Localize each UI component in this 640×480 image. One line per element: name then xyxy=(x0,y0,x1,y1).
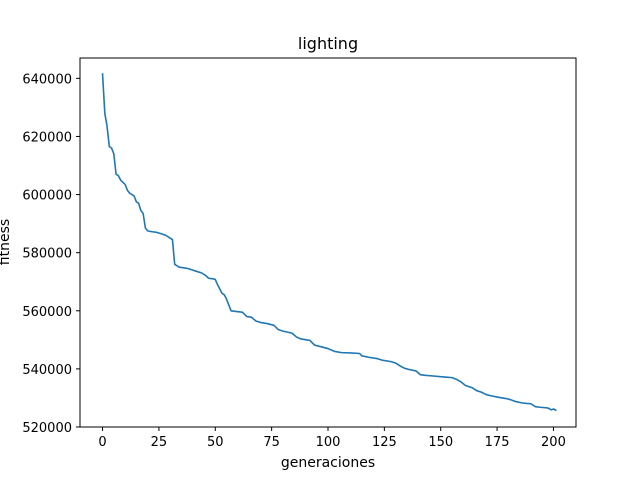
x-tick-label: 25 xyxy=(151,435,168,450)
y-tick-label: 600000 xyxy=(22,189,72,204)
x-tick-label: 150 xyxy=(428,435,453,450)
plot-area: 0 25 50 75 100 125 150 175 200 520000 540000 560000… xyxy=(22,57,577,450)
x-tick-label: 50 xyxy=(207,435,224,450)
chart-title: lighting xyxy=(298,34,358,53)
series-line-0 xyxy=(101,73,557,412)
x-tick-label: 100 xyxy=(316,435,341,450)
y-tick-label: 640000 xyxy=(22,72,72,87)
x-axis-title: generaciones xyxy=(281,455,375,471)
y-tick-label: 620000 xyxy=(22,130,72,145)
x-tick-label: 175 xyxy=(485,435,510,450)
y-tick-label: 540000 xyxy=(22,363,72,378)
x-tick-label: 125 xyxy=(372,435,397,450)
x-tick-label: 0 xyxy=(98,435,106,450)
y-axis-title: fitness xyxy=(0,219,13,265)
y-tick-label: 580000 xyxy=(22,247,72,262)
x-tick-label: 200 xyxy=(541,435,566,450)
x-tick-label: 75 xyxy=(263,435,280,450)
y-tick-label: 560000 xyxy=(22,305,72,320)
y-tick-label: 520000 xyxy=(22,421,72,436)
